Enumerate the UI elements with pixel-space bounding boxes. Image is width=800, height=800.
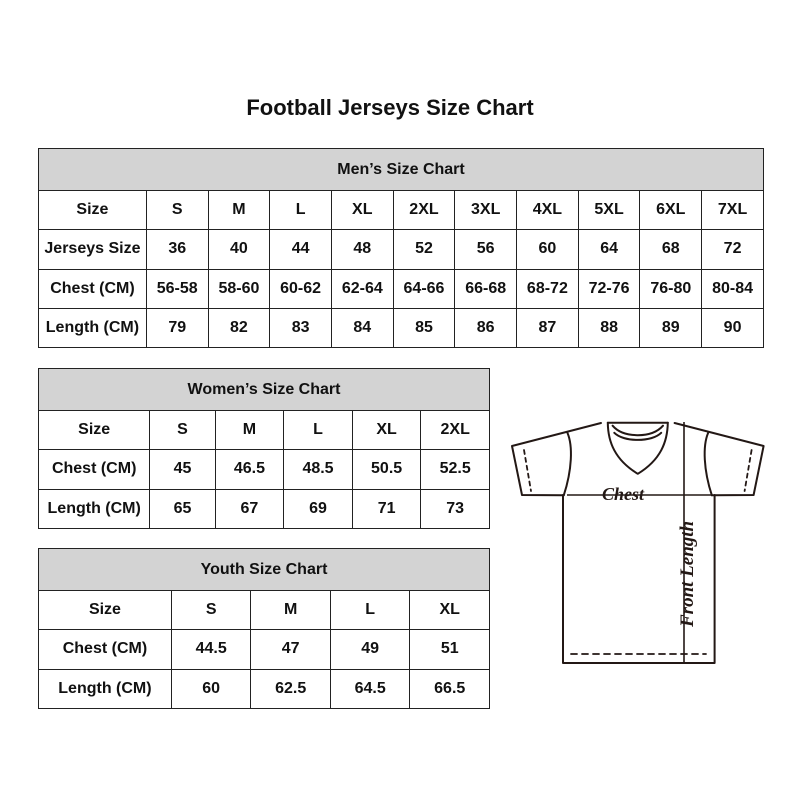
svg-text:Chest: Chest [602, 484, 645, 504]
svg-text:Front Length: Front Length [677, 521, 698, 628]
